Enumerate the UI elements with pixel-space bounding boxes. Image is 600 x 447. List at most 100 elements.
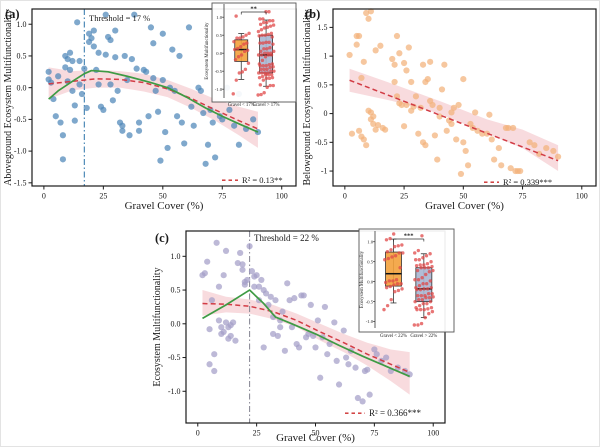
inset-jitter-point [419, 293, 424, 298]
inset-boxplot: 1.0 0.5 0.0 -0.5 -1.0 Ecosystem Multifunction… [358, 228, 455, 339]
data-point [364, 366, 371, 373]
data-point [112, 54, 119, 61]
inset-jitter-point [416, 277, 421, 282]
inset-group-label: Gravel > 22% [410, 334, 437, 339]
inset-jitter-point [267, 40, 271, 45]
inset-jitter-point [385, 303, 390, 308]
inset-y-axis-label: Ecosystem Multifunctionality [360, 250, 365, 308]
data-point [274, 332, 281, 340]
inset-jitter-point [430, 291, 434, 296]
confidence-ribbon [48, 67, 258, 148]
inset-group-label: Gravel < 22% [380, 334, 407, 339]
data-point [422, 142, 429, 149]
inset-jitter-point [267, 76, 272, 81]
inset-jitter-point [429, 285, 433, 290]
data-point [393, 32, 401, 40]
inset-border [211, 2, 297, 103]
segmented-fit-line [202, 289, 411, 378]
data-point [436, 104, 443, 111]
inset-jitter-point [393, 254, 398, 258]
inset-jitter-point [414, 285, 418, 290]
y-axis-label: Ecosystem Multifunctionality [152, 267, 163, 386]
data-point [419, 61, 427, 68]
data-point [154, 108, 162, 115]
inset-jitter-point [265, 85, 269, 90]
data-point [543, 144, 550, 152]
data-point [181, 140, 188, 147]
inset-y-tick-label: -0.5 [366, 299, 374, 304]
inset-jitter-point [426, 291, 431, 296]
inset-jitter-point [396, 288, 401, 293]
inset-jitter-point [265, 20, 269, 25]
inset-jitter-point [418, 287, 423, 292]
inset-border [358, 228, 455, 333]
data-point [133, 65, 140, 72]
data-point [237, 249, 244, 257]
inset-jitter-point [271, 83, 275, 88]
data-point [178, 119, 185, 126]
inset-y-axis-label: Ecosystem Multifunctionality [205, 22, 210, 80]
inset-jitter-point [413, 258, 418, 262]
data-point [157, 157, 164, 164]
data-point [239, 266, 246, 273]
inset-jitter-point [257, 71, 261, 75]
data-point [244, 276, 251, 284]
data-point [176, 52, 183, 60]
inset-jitter-point [271, 23, 276, 27]
data-point [220, 272, 227, 279]
data-point [279, 308, 286, 315]
inset-jitter-point [414, 264, 419, 268]
inset-jitter-point [264, 40, 268, 45]
y-tick-label: -0.5 [168, 353, 181, 362]
inset-significance: ** [250, 6, 257, 13]
x-tick-label: 0 [42, 192, 46, 201]
confidence-ribbon [349, 68, 559, 172]
inset-jitter-point [413, 299, 417, 304]
inset-jitter-point [430, 309, 435, 314]
data-point [427, 58, 434, 65]
inset-group-label: Gravel < 17% [228, 103, 255, 108]
inset-y-tick-label: -0.5 [215, 69, 223, 74]
inset-jitter-point [428, 299, 433, 304]
inset-jitter-point [265, 47, 269, 51]
regression-line-dashed [48, 78, 259, 130]
inset-jitter-point [427, 270, 432, 274]
data-point [90, 43, 97, 50]
inset-jitter-point [268, 19, 272, 23]
data-point [88, 35, 95, 42]
inset-jitter-point [420, 234, 424, 238]
data-point [370, 120, 377, 128]
x-tick-label: 25 [400, 192, 408, 201]
data-point [371, 346, 378, 353]
data-point [335, 381, 343, 388]
data-point [286, 297, 293, 304]
data-point [288, 324, 296, 331]
data-point [69, 57, 76, 65]
inset-jitter-point [260, 58, 265, 63]
data-point [441, 61, 448, 68]
data-point [472, 109, 479, 116]
inset-jitter-point [239, 53, 244, 57]
data-point [355, 127, 363, 134]
inset-jitter-point [262, 51, 267, 55]
inset-jitter-point [422, 287, 426, 291]
data-point [239, 261, 246, 268]
inset-jitter-point [401, 251, 405, 255]
inset-jitter-point [260, 74, 265, 79]
data-point [300, 292, 307, 299]
data-point [354, 394, 361, 402]
data-point [135, 127, 143, 134]
x-tick-label: 50 [459, 192, 467, 201]
inset-jitter-point [270, 35, 274, 39]
data-point [59, 132, 67, 139]
data-point [45, 68, 52, 75]
data-point [74, 19, 81, 26]
data-point [52, 113, 59, 120]
threshold-label: Threshold = 17 % [89, 13, 150, 23]
data-point [220, 328, 227, 335]
inset-jitter-point [238, 36, 242, 40]
data-point [173, 113, 181, 120]
panel-letter: (c) [155, 231, 169, 245]
data-point [346, 51, 353, 59]
data-point [234, 259, 241, 267]
